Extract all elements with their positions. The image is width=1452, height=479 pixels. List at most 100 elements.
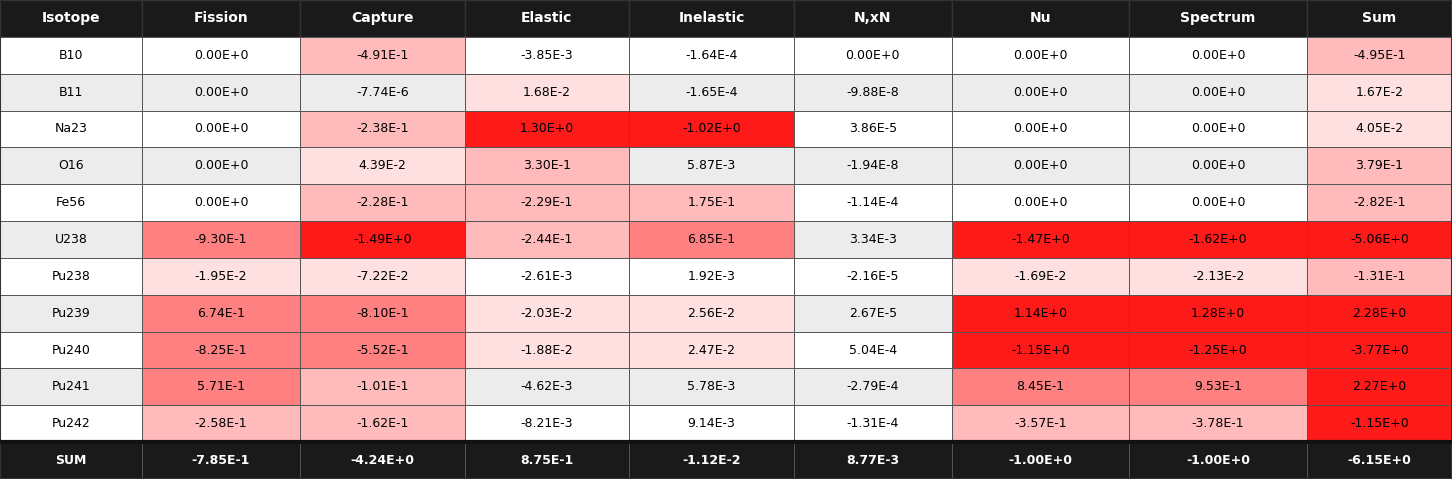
Text: -2.58E-1: -2.58E-1 xyxy=(195,417,247,430)
Text: 5.71E-1: 5.71E-1 xyxy=(197,380,245,393)
Bar xyxy=(794,258,953,295)
Bar xyxy=(1307,405,1452,442)
Bar xyxy=(0,331,142,368)
Bar xyxy=(301,184,465,221)
Bar xyxy=(629,405,794,442)
Text: B10: B10 xyxy=(58,49,83,62)
Bar xyxy=(465,111,629,148)
Bar xyxy=(1307,258,1452,295)
Bar xyxy=(465,295,629,331)
Bar xyxy=(1130,258,1307,295)
Text: 3.34E-3: 3.34E-3 xyxy=(849,233,897,246)
Text: Capture: Capture xyxy=(351,11,414,25)
Bar xyxy=(465,405,629,442)
Bar xyxy=(0,148,142,184)
Text: -1.12E-2: -1.12E-2 xyxy=(682,454,741,467)
Bar xyxy=(953,184,1130,221)
Text: Pu240: Pu240 xyxy=(52,343,90,356)
Bar xyxy=(0,368,142,405)
Text: 6.85E-1: 6.85E-1 xyxy=(687,233,736,246)
Bar xyxy=(142,74,301,111)
Text: 3.86E-5: 3.86E-5 xyxy=(849,123,897,136)
Text: 0.00E+0: 0.00E+0 xyxy=(1191,196,1246,209)
Bar xyxy=(794,442,953,479)
Text: 1.68E-2: 1.68E-2 xyxy=(523,86,571,99)
Text: -4.91E-1: -4.91E-1 xyxy=(356,49,408,62)
Text: Isotope: Isotope xyxy=(42,11,100,25)
Text: -1.47E+0: -1.47E+0 xyxy=(1011,233,1070,246)
Bar xyxy=(953,221,1130,258)
Bar xyxy=(301,331,465,368)
Bar xyxy=(1307,74,1452,111)
Text: -3.57E-1: -3.57E-1 xyxy=(1015,417,1067,430)
Bar xyxy=(953,111,1130,148)
Text: -2.28E-1: -2.28E-1 xyxy=(356,196,408,209)
Text: -1.01E-1: -1.01E-1 xyxy=(356,380,408,393)
Bar xyxy=(0,442,142,479)
Text: 0.00E+0: 0.00E+0 xyxy=(1191,123,1246,136)
Text: 0.00E+0: 0.00E+0 xyxy=(193,196,248,209)
Text: -1.15E+0: -1.15E+0 xyxy=(1011,343,1070,356)
Text: -2.13E-2: -2.13E-2 xyxy=(1192,270,1244,283)
Bar xyxy=(142,295,301,331)
Text: 0.00E+0: 0.00E+0 xyxy=(1191,86,1246,99)
Text: -8.25E-1: -8.25E-1 xyxy=(195,343,247,356)
Text: 2.56E-2: 2.56E-2 xyxy=(687,307,736,319)
Text: 1.28E+0: 1.28E+0 xyxy=(1191,307,1246,319)
Bar xyxy=(629,295,794,331)
Text: B11: B11 xyxy=(58,86,83,99)
Text: 0.00E+0: 0.00E+0 xyxy=(193,86,248,99)
Text: -1.65E-4: -1.65E-4 xyxy=(685,86,738,99)
Bar xyxy=(1130,221,1307,258)
Text: 0.00E+0: 0.00E+0 xyxy=(193,49,248,62)
Text: -2.79E-4: -2.79E-4 xyxy=(847,380,899,393)
Bar xyxy=(301,37,465,74)
Bar xyxy=(629,442,794,479)
Bar xyxy=(465,184,629,221)
Bar xyxy=(0,184,142,221)
Text: -1.31E-4: -1.31E-4 xyxy=(847,417,899,430)
Bar xyxy=(1307,295,1452,331)
Bar xyxy=(142,111,301,148)
Bar xyxy=(953,331,1130,368)
Bar xyxy=(953,442,1130,479)
Bar xyxy=(465,37,629,74)
Text: -8.21E-3: -8.21E-3 xyxy=(521,417,574,430)
Text: 2.67E-5: 2.67E-5 xyxy=(849,307,897,319)
Bar xyxy=(301,405,465,442)
Bar xyxy=(142,184,301,221)
Bar xyxy=(1130,37,1307,74)
Bar xyxy=(953,295,1130,331)
Bar xyxy=(0,74,142,111)
Bar xyxy=(794,184,953,221)
Bar xyxy=(301,74,465,111)
Bar xyxy=(465,0,629,37)
Bar xyxy=(142,37,301,74)
Bar xyxy=(629,331,794,368)
Text: Spectrum: Spectrum xyxy=(1180,11,1256,25)
Text: -1.94E-8: -1.94E-8 xyxy=(847,160,899,172)
Text: 0.00E+0: 0.00E+0 xyxy=(1013,49,1067,62)
Text: -1.15E+0: -1.15E+0 xyxy=(1350,417,1408,430)
Bar xyxy=(1307,111,1452,148)
Text: 8.77E-3: 8.77E-3 xyxy=(847,454,899,467)
Bar xyxy=(0,0,142,37)
Bar xyxy=(465,331,629,368)
Text: -3.85E-3: -3.85E-3 xyxy=(521,49,574,62)
Bar xyxy=(629,148,794,184)
Text: -7.74E-6: -7.74E-6 xyxy=(356,86,408,99)
Text: -1.95E-2: -1.95E-2 xyxy=(195,270,247,283)
Text: -1.64E-4: -1.64E-4 xyxy=(685,49,738,62)
Bar xyxy=(0,295,142,331)
Bar xyxy=(953,405,1130,442)
Text: Pu238: Pu238 xyxy=(52,270,90,283)
Text: 0.00E+0: 0.00E+0 xyxy=(193,160,248,172)
Bar xyxy=(1307,442,1452,479)
Text: -1.00E+0: -1.00E+0 xyxy=(1186,454,1250,467)
Bar xyxy=(794,74,953,111)
Text: 8.75E-1: 8.75E-1 xyxy=(520,454,574,467)
Bar xyxy=(794,111,953,148)
Text: -1.88E-2: -1.88E-2 xyxy=(521,343,574,356)
Text: -1.49E+0: -1.49E+0 xyxy=(353,233,412,246)
Text: 0.00E+0: 0.00E+0 xyxy=(1013,160,1067,172)
